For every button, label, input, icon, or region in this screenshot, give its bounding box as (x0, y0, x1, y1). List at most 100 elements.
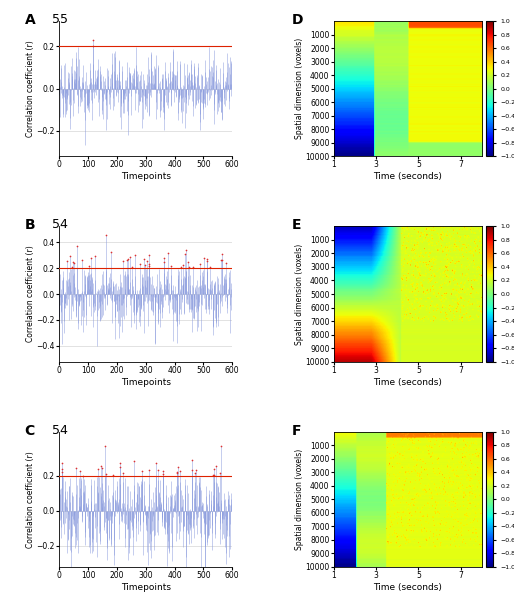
Point (217, 256, 226, 265)
Text: B: B (25, 218, 35, 232)
Text: 55: 55 (52, 13, 68, 26)
Point (177, 262, 185, 272)
Point (140, 260, 149, 270)
Point (58, 464, 66, 473)
Point (159, 466, 168, 475)
X-axis label: Time (seconds): Time (seconds) (374, 583, 443, 592)
Text: C: C (25, 424, 35, 438)
Point (217, 250, 226, 259)
Point (195, 259, 204, 269)
Point (206, 262, 214, 272)
Point (192, 466, 200, 475)
Y-axis label: Correlation coefficient (r): Correlation coefficient (r) (26, 245, 35, 343)
Point (145, 259, 154, 269)
Point (222, 258, 230, 268)
Text: F: F (292, 424, 302, 438)
Point (106, 248, 115, 257)
Point (203, 254, 211, 264)
Point (98, 463, 106, 473)
Point (63, 256, 71, 266)
Text: D: D (292, 13, 304, 27)
Point (189, 262, 197, 272)
Point (76, 466, 84, 475)
Point (124, 254, 132, 263)
Point (72, 463, 81, 473)
Point (216, 468, 225, 478)
Point (173, 468, 181, 478)
Point (68, 257, 77, 266)
Point (127, 262, 136, 272)
Point (174, 463, 182, 472)
Point (210, 464, 218, 474)
Point (102, 230, 111, 240)
Point (142, 256, 151, 266)
Point (101, 469, 109, 478)
Point (94, 464, 102, 474)
Point (116, 458, 124, 468)
Point (167, 261, 175, 271)
Point (126, 252, 135, 262)
Point (154, 465, 162, 475)
Point (119, 469, 127, 478)
Y-axis label: Spatial dimension (voxels): Spatial dimension (voxels) (295, 38, 304, 139)
Point (216, 441, 225, 451)
Point (123, 255, 131, 265)
Point (203, 256, 211, 266)
Point (119, 256, 127, 266)
Point (191, 468, 199, 478)
Text: E: E (292, 218, 302, 232)
Point (89, 35, 97, 45)
X-axis label: Time (seconds): Time (seconds) (374, 172, 443, 181)
Y-axis label: Spatial dimension (voxels): Spatial dimension (voxels) (295, 449, 304, 550)
Point (144, 466, 153, 475)
Point (101, 442, 109, 451)
Point (160, 253, 168, 262)
X-axis label: Time (seconds): Time (seconds) (374, 377, 443, 386)
Point (130, 456, 138, 466)
Point (185, 262, 193, 272)
Point (180, 249, 189, 259)
Y-axis label: Correlation coefficient (r): Correlation coefficient (r) (26, 40, 35, 137)
Point (116, 462, 124, 472)
Point (87, 253, 96, 263)
Point (176, 467, 185, 476)
Point (218, 255, 226, 265)
Point (209, 470, 217, 479)
Point (70, 259, 78, 268)
Point (136, 260, 144, 269)
Point (200, 253, 208, 263)
Point (145, 261, 153, 271)
Point (90, 251, 99, 261)
Point (145, 250, 153, 260)
Point (164, 248, 173, 258)
Point (209, 470, 217, 480)
Point (66, 251, 75, 261)
Point (58, 467, 66, 476)
Point (188, 455, 196, 464)
Point (173, 467, 181, 476)
Point (181, 245, 190, 254)
Text: A: A (25, 13, 35, 27)
Point (184, 257, 192, 267)
X-axis label: Timepoints: Timepoints (121, 377, 171, 386)
Point (138, 466, 146, 476)
Point (68, 262, 77, 272)
Point (85, 261, 93, 271)
Text: 54: 54 (52, 424, 68, 437)
Point (79, 471, 87, 481)
Point (159, 257, 168, 267)
Point (159, 469, 167, 478)
Y-axis label: Correlation coefficient (r): Correlation coefficient (r) (26, 451, 35, 548)
Point (58, 458, 66, 467)
Point (78, 256, 86, 265)
Point (97, 461, 105, 470)
Point (131, 250, 139, 259)
Point (152, 458, 160, 467)
Point (73, 241, 81, 250)
Y-axis label: Spatial dimension (voxels): Spatial dimension (voxels) (295, 244, 304, 344)
Point (89, 41, 98, 51)
X-axis label: Timepoints: Timepoints (121, 172, 171, 181)
Point (109, 470, 117, 480)
Point (212, 461, 220, 470)
Point (188, 465, 196, 475)
